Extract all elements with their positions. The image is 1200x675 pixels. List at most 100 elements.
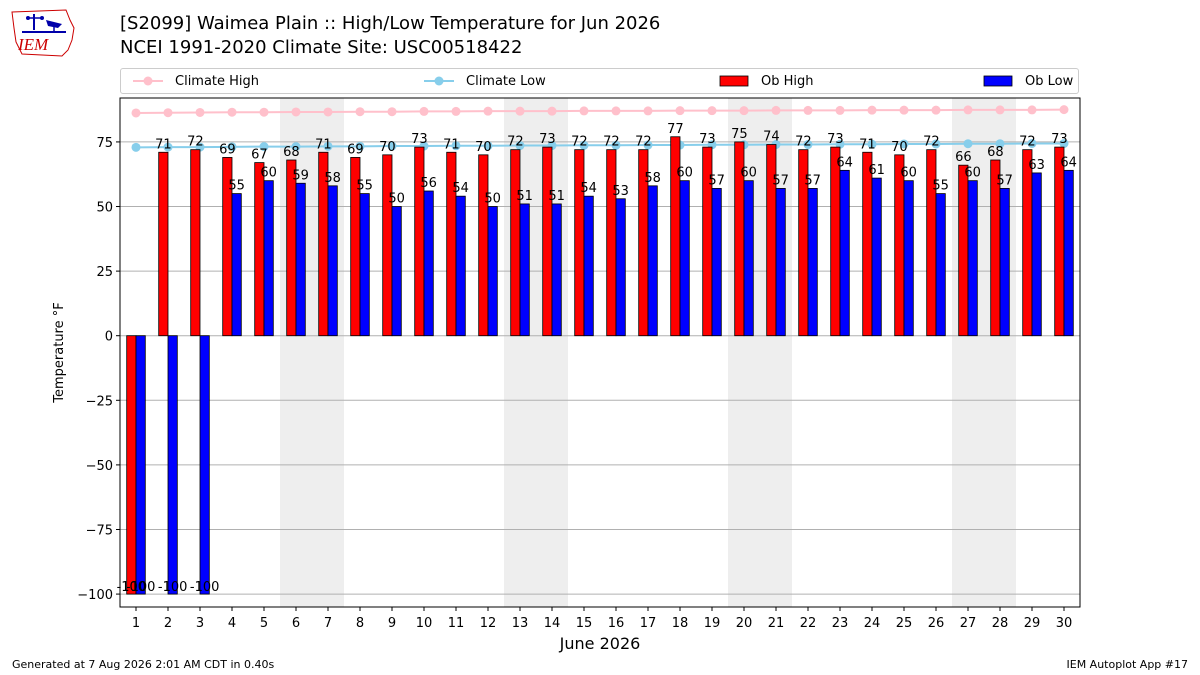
climate-low-line	[135, 142, 1064, 149]
ob-high-label: 72	[187, 135, 204, 150]
ob-low-bar	[967, 180, 978, 337]
climate-low-point	[963, 139, 973, 149]
climate-high-point	[387, 107, 397, 117]
climate-high-point	[963, 105, 973, 115]
ob-low-bar	[935, 193, 946, 337]
x-tick-label: 8	[356, 616, 364, 631]
legend-label: Climate High	[175, 73, 260, 89]
chart-title: [S2099] Waimea Plain :: High/Low Tempera…	[120, 13, 661, 34]
ob-low-label: 55	[356, 179, 373, 194]
ob-low-bar	[775, 188, 786, 337]
climate-high-point	[131, 108, 141, 118]
climate-high-point	[451, 106, 461, 116]
footer-app: IEM Autoplot App #17	[1066, 658, 1189, 671]
ob-low-label: 51	[516, 189, 533, 204]
x-tick-label: 18	[672, 616, 689, 631]
legend-ob-low: Ob Low	[983, 69, 1073, 93]
ob-low-label: 55	[228, 179, 245, 194]
climate-low-point	[835, 139, 845, 149]
ob-low-bar	[647, 185, 658, 337]
y-tick-label: 25	[96, 265, 113, 280]
x-tick-label: 6	[292, 616, 300, 631]
climate-high-point	[227, 107, 237, 117]
climate-low-point	[931, 139, 941, 149]
ob-high-bar	[894, 154, 905, 337]
ob-low-bar	[839, 169, 850, 337]
ob-high-label: 77	[667, 122, 684, 137]
climate-high-point	[835, 105, 845, 115]
ob-high-label: 69	[347, 142, 364, 157]
legend-climate-high: Climate High	[133, 69, 259, 93]
ob-high-bar	[1054, 146, 1065, 337]
ob-high-label: 72	[571, 135, 588, 150]
ob-low-label: 57	[996, 173, 1013, 188]
climate-high-point	[355, 107, 365, 117]
ob-high-label: 68	[987, 145, 1004, 160]
climate-low-point	[611, 140, 621, 150]
ob-high-label: 71	[155, 137, 172, 152]
legend-label: Ob Low	[1025, 73, 1074, 89]
ob-low-label: 55	[932, 179, 949, 194]
ob-high-label: 73	[411, 132, 428, 147]
x-axis-title: June 2026	[559, 634, 641, 653]
ob-low-bar	[199, 335, 210, 595]
ob-low-label: 57	[772, 173, 789, 188]
ob-low-label: 64	[1060, 155, 1077, 170]
ob-low-bar	[231, 193, 242, 337]
x-tick-label: 1	[132, 616, 140, 631]
climate-high-point	[771, 105, 781, 115]
ob-high-bar	[382, 154, 393, 337]
climate-high-point	[995, 105, 1005, 115]
ob-low-bar	[871, 177, 882, 337]
ob-high-bar	[286, 159, 297, 337]
x-tick-label: 29	[1024, 616, 1041, 631]
ob-high-swatch	[719, 75, 749, 87]
ob-high-bar	[254, 162, 265, 337]
y-axis-title: Temperature °F	[52, 302, 67, 403]
climate-low-point	[291, 142, 301, 152]
ob-high-label: 70	[475, 140, 492, 155]
x-tick-label: 15	[576, 616, 593, 631]
ob-low-label: 58	[324, 171, 341, 186]
ob-low-bar	[999, 188, 1010, 337]
ob-low-label: 60	[964, 166, 981, 181]
ob-low-label: 58	[644, 171, 661, 186]
x-tick-label: 21	[768, 616, 785, 631]
ob-low-label: 54	[580, 181, 597, 196]
climate-high-point	[579, 106, 589, 116]
ob-high-label: 70	[379, 140, 396, 155]
climate-low-swatch	[424, 76, 454, 86]
ob-low-label: 59	[292, 168, 309, 183]
ob-low-label: 63	[1028, 158, 1045, 173]
climate-low-point	[643, 140, 653, 150]
x-tick-label: 19	[704, 616, 721, 631]
climate-low-point	[579, 140, 589, 150]
ob-high-bar	[510, 149, 521, 337]
ob-high-bar	[606, 149, 617, 337]
y-tick-label: −75	[86, 523, 113, 538]
y-tick-label: −50	[86, 459, 113, 474]
climate-high-point	[803, 105, 813, 115]
y-tick-label: 50	[96, 201, 113, 216]
ob-low-bar	[455, 195, 466, 337]
ob-high-bar	[862, 151, 873, 337]
ob-high-bar	[926, 149, 937, 337]
climate-high-point	[707, 106, 717, 116]
climate-low-point	[1027, 138, 1037, 148]
ob-low-bar	[263, 180, 274, 337]
y-tick-label: 75	[96, 136, 113, 151]
climate-high-point	[643, 106, 653, 116]
x-tick-label: 23	[832, 616, 849, 631]
ob-low-bar	[807, 188, 818, 337]
x-tick-label: 2	[164, 616, 172, 631]
climate-high-point	[1027, 105, 1037, 115]
ob-low-bar	[743, 180, 754, 337]
climate-high-point	[195, 107, 205, 117]
ob-low-bar	[679, 180, 690, 337]
climate-low-point	[1059, 138, 1069, 148]
legend-climate-low: Climate Low	[424, 69, 546, 93]
ob-high-bar	[446, 151, 457, 337]
y-tick-label: 0	[105, 330, 113, 345]
climate-low-point	[227, 142, 237, 152]
